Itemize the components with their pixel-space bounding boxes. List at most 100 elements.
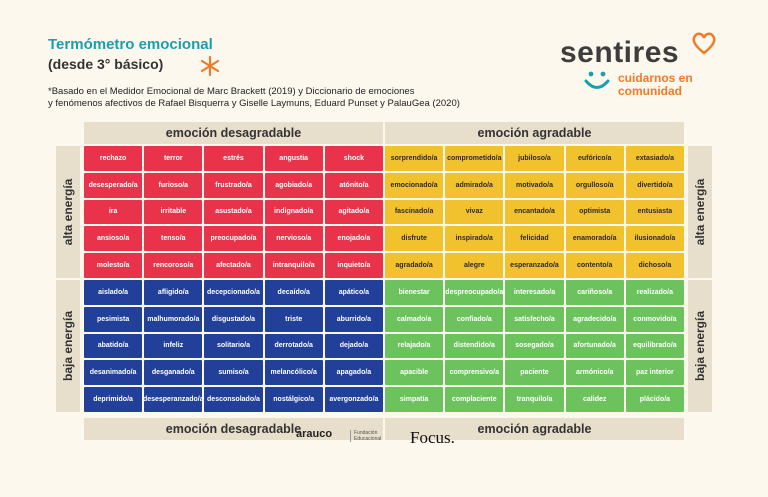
emotion-cell: calmado/a — [385, 306, 444, 332]
emotion-cell: afectado/a — [204, 253, 263, 278]
emotion-grid: rechazo terror estrés angustia shock sorprend… — [84, 146, 684, 412]
emotion-cell: deprimido/a — [84, 387, 143, 412]
emotion-cell: desconsolado/a — [204, 387, 263, 412]
emotion-cell: ilusionado/a — [625, 226, 684, 252]
emotion-cell: distendido/a — [445, 333, 504, 359]
emotion-cell: agradado/a — [385, 253, 444, 278]
emotion-cell: sorprendido/a — [385, 146, 444, 171]
emotion-cell: sumiso/a — [204, 360, 263, 386]
brand-name: sentires — [560, 36, 680, 69]
emotion-cell: rechazo — [84, 146, 143, 171]
emotion-cell: decaído/a — [264, 279, 323, 305]
emotion-cell: optimista — [565, 199, 624, 225]
emotion-cell: asustado/a — [204, 199, 263, 225]
emotion-cell: sosegado/a — [505, 333, 564, 359]
emotion-cell: fascinado/a — [385, 199, 444, 225]
emotion-cell: complaciente — [445, 387, 504, 412]
emotion-cell: simpatía — [385, 387, 444, 412]
emotion-cell: solitario/a — [204, 333, 263, 359]
emotion-cell: inspirado/a — [445, 226, 504, 252]
band-low-right: baja energía — [688, 280, 712, 412]
emotion-cell: abatido/a — [84, 333, 143, 359]
emotion-cell: conmovido/a — [625, 306, 684, 332]
emotion-cell: tenso/a — [144, 226, 203, 252]
emotion-cell: realizado/a — [625, 279, 684, 305]
page-subtitle: (desde 3° básico) — [48, 56, 164, 72]
emotion-cell: divertido/a — [625, 172, 684, 198]
emotion-cell: apacible — [385, 360, 444, 386]
emotion-cell: afligido/a — [144, 279, 203, 305]
emotion-cell: molesto/a — [84, 253, 143, 278]
emotion-cell: extasiado/a — [625, 146, 684, 171]
emotion-cell: agradecido/a — [565, 306, 624, 332]
band-pleasant-bottom: emoción agradable — [385, 418, 684, 440]
emotion-cell: interesado/a — [505, 279, 564, 305]
emotion-cell: tranquilo/a — [505, 387, 564, 412]
emotion-cell: ira — [84, 199, 143, 225]
emotion-cell: malhumorado/a — [144, 306, 203, 332]
emotion-cell: derrotado/a — [264, 333, 323, 359]
emotion-cell: encantado/a — [505, 199, 564, 225]
emotion-cell: contento/a — [565, 253, 624, 278]
emotion-cell: avergonzado/a — [324, 387, 383, 412]
emotion-cell: afortunado/a — [565, 333, 624, 359]
emotion-cell: plácido/a — [625, 387, 684, 412]
heart-icon — [690, 30, 718, 61]
emotion-cell: jubiloso/a — [505, 146, 564, 171]
emotion-cell: eufórico/a — [565, 146, 624, 171]
emotion-cell: inquieto/a — [324, 253, 383, 278]
emotion-cell: intranquilo/a — [264, 253, 323, 278]
band-high-right: alta energía — [688, 146, 712, 278]
emotion-cell: disgustado/a — [204, 306, 263, 332]
emotion-cell: orgulloso/a — [565, 172, 624, 198]
emotion-cell: apático/a — [324, 279, 383, 305]
emotion-cell: comprometido/a — [445, 146, 504, 171]
emotion-cell: enamorado/a — [565, 226, 624, 252]
page-title: Termómetro emocional — [48, 36, 213, 53]
emotion-cell: despreocupado/a — [445, 279, 504, 305]
emotion-cell: triste — [264, 306, 323, 332]
emotion-cell: felicidad — [505, 226, 564, 252]
emotion-cell: decepcionado/a — [204, 279, 263, 305]
emotion-cell: alegre — [445, 253, 504, 278]
emotion-cell: paz interior — [625, 360, 684, 386]
band-low-left: baja energía — [56, 280, 80, 412]
emotion-cell: entusiasta — [625, 199, 684, 225]
emotion-cell: satisfecho/a — [505, 306, 564, 332]
emotion-cell: cariñoso/a — [565, 279, 624, 305]
brand-tagline: cuidarnos en comunidad — [618, 71, 693, 98]
emotion-cell: disfrute — [385, 226, 444, 252]
emotion-cell: dejado/a — [324, 333, 383, 359]
source-note: *Basado en el Medidor Emocional de Marc … — [48, 86, 460, 109]
emotion-cell: emocionado/a — [385, 172, 444, 198]
smile-icon — [582, 70, 612, 99]
emotion-cell: armónico/a — [565, 360, 624, 386]
emotion-cell: admirado/a — [445, 172, 504, 198]
emotion-cell: relajado/a — [385, 333, 444, 359]
emotion-cell: nostálgico/a — [264, 387, 323, 412]
emotion-cell: indignado/a — [264, 199, 323, 225]
emotion-cell: esperanzado/a — [505, 253, 564, 278]
emotion-cell: desesperanzado/a — [144, 387, 203, 412]
emotion-cell: desganado/a — [144, 360, 203, 386]
emotion-cell: nervioso/a — [264, 226, 323, 252]
emotion-cell: bienestar — [385, 279, 444, 305]
emotion-cell: comprensivo/a — [445, 360, 504, 386]
emotion-cell: agobiado/a — [264, 172, 323, 198]
emotion-cell: terror — [144, 146, 203, 171]
emotion-cell: calidez — [565, 387, 624, 412]
emotion-cell: rencoroso/a — [144, 253, 203, 278]
emotion-cell: frustrado/a — [204, 172, 263, 198]
band-unpleasant-top: emoción desagradable — [84, 122, 383, 144]
emotion-cell: desesperado/a — [84, 172, 143, 198]
emotion-cell: melancólico/a — [264, 360, 323, 386]
emotion-cell: aburrido/a — [324, 306, 383, 332]
emotion-cell: motivado/a — [505, 172, 564, 198]
band-pleasant-top: emoción agradable — [385, 122, 684, 144]
arauco-logo: arauco — [296, 428, 333, 440]
emotion-cell: dichoso/a — [625, 253, 684, 278]
emotion-cell: shock — [324, 146, 383, 171]
emotion-cell: angustia — [264, 146, 323, 171]
emotion-cell: aislado/a — [84, 279, 143, 305]
emotion-cell: furioso/a — [144, 172, 203, 198]
